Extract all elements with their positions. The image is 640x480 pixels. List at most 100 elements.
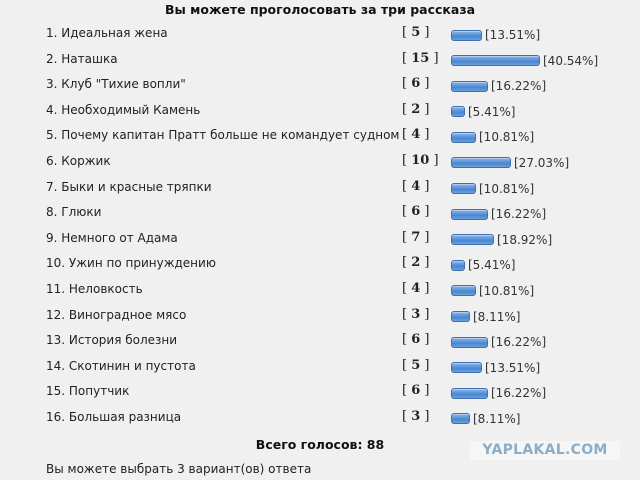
poll-result-row: 13. История болезни [ 6 ] [16.22%]: [0, 331, 640, 357]
result-bar-group: [13.51%]: [451, 28, 540, 42]
option-label: 14. Скотинин и пустота: [46, 358, 196, 373]
poll-result-row: 8. Глюки [ 6 ] [16.22%]: [0, 203, 640, 229]
vote-count: [ 7 ]: [402, 229, 430, 245]
percent-label: [10.81%]: [479, 130, 535, 145]
option-label: 11. Неловкость: [46, 281, 143, 296]
poll-result-row: 4. Необходимый Камень [ 2 ] [5.41%]: [0, 101, 640, 127]
vote-count: [ 6 ]: [402, 332, 430, 348]
vote-count-value: 2: [411, 101, 421, 117]
percent-label: [5.41%]: [468, 104, 516, 119]
percent-label: [18.92%]: [497, 232, 553, 247]
vote-count: [ 6 ]: [402, 76, 430, 92]
percent-bar: [451, 80, 488, 92]
vote-count-value: 6: [411, 204, 421, 220]
percent-bar: [451, 285, 476, 297]
vote-count: [ 4 ]: [402, 280, 430, 296]
choice-limit-hint: Вы можете выбрать 3 вариант(ов) ответа: [46, 462, 312, 476]
poll-result-row: 10. Ужин по принуждению [ 2 ] [5.41%]: [0, 254, 640, 280]
result-bar-group: [16.22%]: [451, 79, 546, 93]
percent-label: [16.22%]: [491, 386, 547, 401]
percent-bar: [451, 131, 476, 143]
percent-bar: [451, 106, 465, 118]
vote-count: [ 4 ]: [402, 178, 430, 194]
percent-bar: [451, 208, 488, 220]
poll-result-row: 2. Наташка [ 15 ] [40.54%]: [0, 50, 640, 76]
result-bar-group: [40.54%]: [451, 54, 598, 68]
percent-bar: [451, 413, 470, 425]
result-bar-group: [13.51%]: [451, 361, 540, 375]
percent-label: [13.51%]: [485, 360, 541, 375]
poll-result-row: 6. Коржик [ 10 ] [27.03%]: [0, 152, 640, 178]
poll-title: Вы можете проголосовать за три рассказа: [164, 2, 476, 17]
total-votes: Всего голосов: 88: [255, 437, 385, 452]
vote-count-value: 5: [411, 25, 421, 40]
result-bar-group: [16.22%]: [451, 386, 546, 400]
percent-bar: [451, 336, 488, 348]
vote-count-value: 2: [411, 255, 421, 271]
option-label: 8. Глюки: [46, 205, 102, 220]
percent-bar: [451, 259, 465, 271]
percent-label: [5.41%]: [468, 258, 516, 273]
result-bar-group: [16.22%]: [451, 335, 546, 349]
vote-count: [ 5 ]: [402, 357, 430, 373]
percent-label: [16.22%]: [491, 207, 547, 222]
percent-label: [13.51%]: [485, 28, 541, 42]
percent-label: [27.03%]: [514, 155, 570, 170]
result-bar-group: [16.22%]: [451, 207, 546, 221]
percent-label: [8.11%]: [473, 411, 521, 426]
poll-result-row: 15. Попутчик [ 6 ] [16.22%]: [0, 382, 640, 408]
result-bar-group: [8.11%]: [451, 310, 520, 324]
result-bar-group: [5.41%]: [451, 105, 515, 119]
poll-result-row: 3. Клуб "Тихие вопли" [ 6 ] [16.22%]: [0, 75, 640, 101]
percent-bar: [451, 29, 482, 41]
poll-result-row: 1. Идеальная жена [ 5 ] [13.51%]: [0, 24, 640, 50]
option-label: 15. Попутчик: [46, 384, 130, 399]
vote-count-value: 3: [411, 306, 421, 322]
option-label: 5. Почему капитан Пратт больше не команд…: [46, 128, 400, 143]
percent-label: [10.81%]: [479, 181, 535, 196]
poll-results-list: 1. Идеальная жена [ 5 ] [13.51%] 2. Наташка…: [0, 24, 640, 434]
result-bar-group: [8.11%]: [451, 412, 520, 426]
result-bar-group: [10.81%]: [451, 284, 534, 298]
poll-result-row: 7. Быки и красные тряпки [ 4 ] [10.81%]: [0, 178, 640, 204]
option-label: 9. Немного от Адама: [46, 230, 178, 245]
option-label: 7. Быки и красные тряпки: [46, 179, 212, 194]
vote-count-value: 4: [411, 178, 421, 194]
result-bar-group: [10.81%]: [451, 182, 534, 196]
result-bar-group: [27.03%]: [451, 156, 569, 170]
percent-label: [8.11%]: [473, 309, 521, 324]
poll-result-row: 14. Скотинин и пустота [ 5 ] [13.51%]: [0, 357, 640, 383]
vote-count: [ 3 ]: [402, 306, 430, 322]
percent-label: [16.22%]: [491, 79, 547, 94]
result-bar-group: [18.92%]: [451, 233, 552, 247]
vote-count: [ 2 ]: [402, 255, 430, 271]
vote-count: [ 6 ]: [402, 383, 430, 399]
option-label: 1. Идеальная жена: [46, 26, 168, 40]
option-label: 2. Наташка: [46, 51, 118, 66]
vote-count: [ 4 ]: [402, 127, 430, 143]
vote-count-value: 7: [411, 229, 421, 245]
percent-label: [10.81%]: [479, 283, 535, 298]
vote-count-value: 6: [411, 383, 421, 399]
option-label: 4. Необходимый Камень: [46, 102, 201, 117]
vote-count-value: 3: [411, 408, 421, 424]
option-label: 10. Ужин по принуждению: [46, 256, 216, 271]
percent-bar: [451, 234, 494, 246]
option-label: 3. Клуб "Тихие вопли": [46, 77, 186, 92]
vote-count-value: 6: [411, 332, 421, 348]
option-label: 13. История болезни: [46, 333, 178, 348]
vote-count: [ 3 ]: [402, 408, 430, 424]
percent-bar: [451, 183, 476, 195]
poll-result-row: 12. Виноградное мясо [ 3 ] [8.11%]: [0, 306, 640, 332]
vote-count: [ 5 ]: [402, 25, 430, 40]
percent-bar: [451, 387, 488, 399]
percent-bar: [451, 311, 470, 323]
vote-count: [ 2 ]: [402, 101, 430, 117]
percent-label: [40.54%]: [543, 53, 599, 68]
percent-bar: [451, 55, 540, 67]
percent-bar: [451, 157, 511, 169]
option-label: 6. Коржик: [46, 153, 111, 168]
vote-count-value: 4: [411, 127, 421, 143]
vote-count-value: 15: [411, 50, 430, 66]
poll-result-row: 11. Неловкость [ 4 ] [10.81%]: [0, 280, 640, 306]
